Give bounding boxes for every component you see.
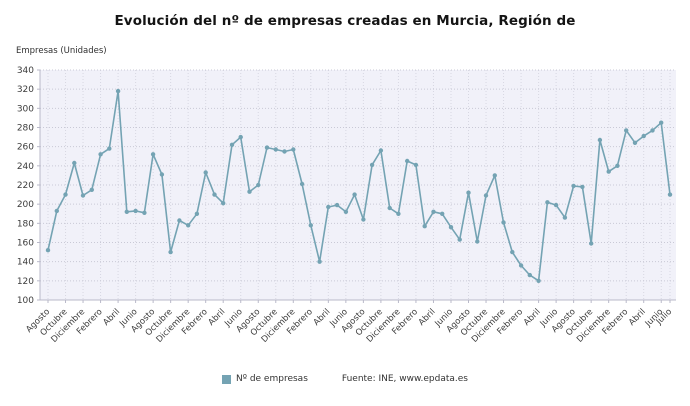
svg-text:140: 140 bbox=[17, 258, 34, 268]
svg-text:300: 300 bbox=[17, 104, 34, 114]
svg-text:220: 220 bbox=[17, 181, 34, 191]
svg-text:240: 240 bbox=[17, 162, 34, 172]
y-axis-unit-label: Empresas (Unidades) bbox=[16, 46, 107, 56]
chart-footer: Nº de empresas Fuente: INE, www.epdata.e… bbox=[0, 374, 690, 384]
svg-text:Abril: Abril bbox=[101, 307, 122, 328]
svg-text:120: 120 bbox=[17, 277, 34, 287]
svg-text:100: 100 bbox=[17, 296, 34, 306]
legend-item[interactable]: Nº de empresas bbox=[221, 374, 308, 384]
legend-swatch-icon bbox=[221, 374, 231, 384]
svg-text:200: 200 bbox=[17, 200, 34, 210]
svg-text:320: 320 bbox=[17, 85, 34, 95]
svg-text:340: 340 bbox=[17, 66, 34, 76]
svg-text:280: 280 bbox=[17, 124, 34, 134]
chart-title: Evolución del nº de empresas creadas en … bbox=[114, 13, 576, 29]
legend-label: Nº de empresas bbox=[235, 374, 308, 384]
svg-text:Abril: Abril bbox=[417, 307, 438, 328]
line-chart-canvas: 100 120 140 160 180 200 220 240 260 280 300 320 340 A… bbox=[17, 66, 676, 345]
svg-text:Abril: Abril bbox=[522, 307, 543, 328]
svg-text:Abril: Abril bbox=[207, 307, 228, 328]
source-text: Fuente: INE, www.epdata.es bbox=[341, 374, 469, 384]
svg-text:180: 180 bbox=[17, 219, 34, 229]
svg-text:Abril: Abril bbox=[627, 307, 648, 328]
line-chart: 100 120 140 160 180 200 220 240 260 280 300 320 340 A… bbox=[0, 56, 690, 366]
svg-text:Abril: Abril bbox=[312, 307, 333, 328]
svg-text:160: 160 bbox=[17, 239, 34, 249]
svg-text:260: 260 bbox=[17, 143, 34, 153]
